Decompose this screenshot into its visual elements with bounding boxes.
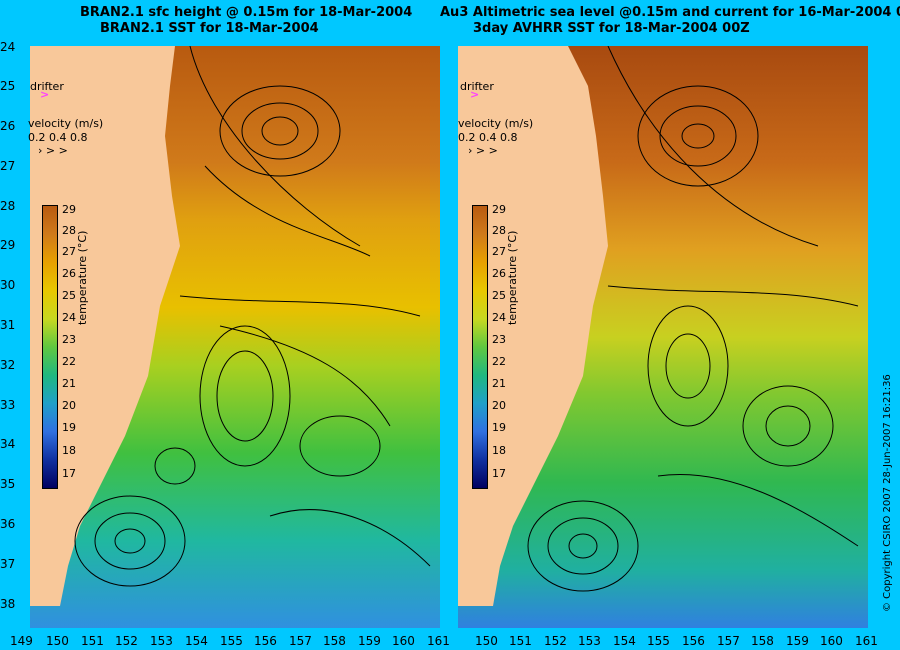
lat-label: 38 bbox=[0, 597, 16, 611]
lon-label: 156 bbox=[682, 634, 705, 648]
colorbar-tick: 26 bbox=[492, 267, 506, 280]
colorbar-tick: 25 bbox=[62, 289, 76, 302]
lon-label: 161 bbox=[855, 634, 878, 648]
right-title-line1: Au3 Altimetric sea level @0.15m and curr… bbox=[440, 5, 900, 20]
lon-label: 154 bbox=[613, 634, 636, 648]
lon-label: 153 bbox=[578, 634, 601, 648]
colorbar-tick: 24 bbox=[62, 311, 76, 324]
lat-label: 37 bbox=[0, 557, 16, 571]
colorbar-tick: 29 bbox=[492, 203, 506, 216]
left-title-line2: BRAN2.1 SST for 18-Mar-2004 bbox=[100, 21, 319, 36]
lon-label: 157 bbox=[717, 634, 740, 648]
right-colorbar-title: temperature (°C) bbox=[506, 230, 519, 325]
lat-label: 34 bbox=[0, 437, 16, 451]
lat-label: 25 bbox=[0, 79, 16, 93]
colorbar-tick: 25 bbox=[492, 289, 506, 302]
colorbar-tick: 17 bbox=[62, 467, 76, 480]
lon-label: 159 bbox=[358, 634, 381, 648]
lat-label: 29 bbox=[0, 238, 16, 252]
drifter-label: drifter bbox=[30, 80, 64, 93]
right-map-panel bbox=[458, 46, 868, 628]
right-title-line2: 3day AVHRR SST for 18-Mar-2004 00Z bbox=[473, 21, 750, 36]
drifter-marker-icon: > bbox=[470, 88, 480, 101]
colorbar-tick: 20 bbox=[492, 399, 506, 412]
colorbar-tick: 27 bbox=[62, 245, 76, 258]
colorbar-tick: 26 bbox=[62, 267, 76, 280]
colorbar-tick: 23 bbox=[62, 333, 76, 346]
lon-label: 155 bbox=[647, 634, 670, 648]
lon-label: 157 bbox=[289, 634, 312, 648]
colorbar-tick: 23 bbox=[492, 333, 506, 346]
colorbar-tick: 17 bbox=[492, 467, 506, 480]
velocity-label: velocity (m/s) bbox=[458, 117, 534, 130]
colorbar-tick: 18 bbox=[62, 444, 76, 457]
lon-label: 153 bbox=[150, 634, 173, 648]
lat-label: 31 bbox=[0, 318, 16, 332]
velocity-values: 0.2 0.4 0.8 bbox=[458, 131, 518, 144]
colorbar-tick: 22 bbox=[492, 355, 506, 368]
left-title-line1: BRAN2.1 sfc height @ 0.15m for 18-Mar-20… bbox=[80, 5, 413, 20]
colorbar-tick: 19 bbox=[492, 421, 506, 434]
colorbar-tick: 18 bbox=[492, 444, 506, 457]
velocity-label: velocity (m/s) bbox=[28, 117, 104, 130]
left-colorbar bbox=[42, 205, 58, 489]
lon-label: 159 bbox=[786, 634, 809, 648]
lon-label: 155 bbox=[220, 634, 243, 648]
lon-label: 154 bbox=[185, 634, 208, 648]
lat-label: 24 bbox=[0, 40, 16, 54]
colorbar-tick: 24 bbox=[492, 311, 506, 324]
colorbar-tick: 19 bbox=[62, 421, 76, 434]
lon-label: 160 bbox=[392, 634, 415, 648]
colorbar-tick: 29 bbox=[62, 203, 76, 216]
drifter-marker-icon: > bbox=[40, 88, 50, 101]
velocity-arrows-icon: › > > bbox=[468, 144, 498, 157]
colorbar-tick: 20 bbox=[62, 399, 76, 412]
left-colorbar-title: temperature (°C) bbox=[76, 230, 89, 325]
lon-label: 149 bbox=[10, 634, 33, 648]
lon-label: 150 bbox=[475, 634, 498, 648]
lon-label: 158 bbox=[751, 634, 774, 648]
copyright-text: © Copyright CSIRO 2007 28-Jun-2007 16:21… bbox=[882, 374, 893, 612]
lon-label: 158 bbox=[323, 634, 346, 648]
right-sst-map bbox=[458, 46, 868, 628]
drifter-label: drifter bbox=[460, 80, 494, 93]
lon-label: 160 bbox=[820, 634, 843, 648]
lat-label: 28 bbox=[0, 199, 16, 213]
lat-label: 35 bbox=[0, 477, 16, 491]
lat-label: 26 bbox=[0, 119, 16, 133]
lat-label: 27 bbox=[0, 159, 16, 173]
velocity-values: 0.2 0.4 0.8 bbox=[28, 131, 88, 144]
lat-label: 32 bbox=[0, 358, 16, 372]
lon-label: 152 bbox=[544, 634, 567, 648]
lat-label: 30 bbox=[0, 278, 16, 292]
lon-label: 156 bbox=[254, 634, 277, 648]
velocity-arrows-icon: › > > bbox=[38, 144, 68, 157]
lon-label: 150 bbox=[46, 634, 69, 648]
left-sst-map bbox=[30, 46, 440, 628]
colorbar-tick: 27 bbox=[492, 245, 506, 258]
colorbar-tick: 28 bbox=[492, 224, 506, 237]
colorbar-tick: 22 bbox=[62, 355, 76, 368]
colorbar-tick: 28 bbox=[62, 224, 76, 237]
lon-label: 161 bbox=[427, 634, 450, 648]
lat-label: 36 bbox=[0, 517, 16, 531]
lon-label: 151 bbox=[81, 634, 104, 648]
colorbar-tick: 21 bbox=[62, 377, 76, 390]
colorbar-tick: 21 bbox=[492, 377, 506, 390]
lon-label: 151 bbox=[509, 634, 532, 648]
lon-label: 152 bbox=[115, 634, 138, 648]
lat-label: 33 bbox=[0, 398, 16, 412]
right-colorbar bbox=[472, 205, 488, 489]
left-map-panel bbox=[30, 46, 440, 628]
